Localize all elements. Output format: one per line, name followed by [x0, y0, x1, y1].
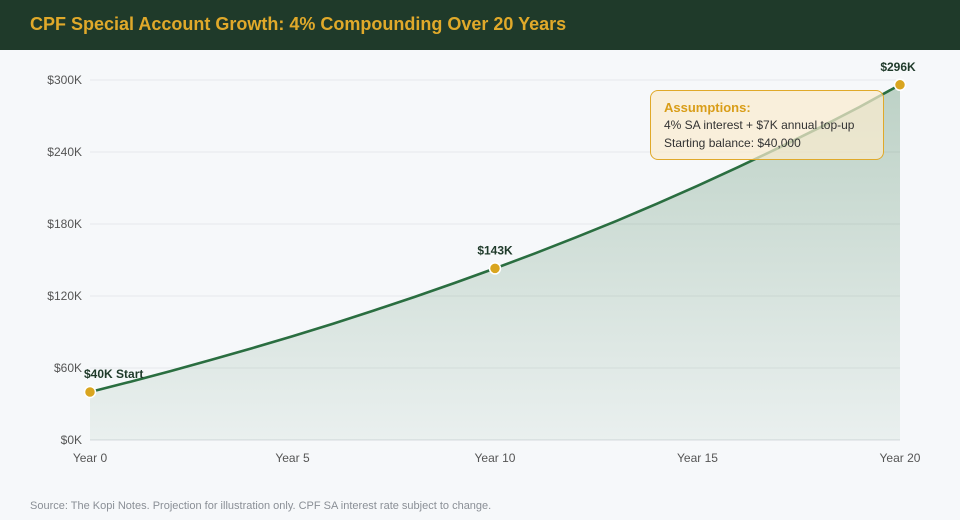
- annotation-markers: $40K Start $143K $296K: [83, 60, 916, 399]
- y-axis: $0K $60K $120K $180K $240K $300K: [47, 73, 82, 447]
- area-fill: [90, 84, 900, 441]
- data-label: $40K Start: [84, 367, 143, 381]
- y-tick-label: $240K: [47, 145, 82, 159]
- data-label: $296K: [880, 60, 916, 74]
- assumption-line: Starting balance: $40,000: [664, 136, 801, 150]
- assumptions-box: Assumptions: 4% SA interest + $7K annual…: [650, 90, 884, 160]
- y-tick-label: $180K: [47, 217, 82, 231]
- x-tick-label: Year 10: [475, 451, 516, 465]
- x-tick-label: Year 20: [880, 451, 921, 465]
- assumption-line: 4% SA interest + $7K annual top-up: [664, 118, 855, 132]
- x-tick-label: Year 5: [275, 451, 310, 465]
- y-tick-label: $300K: [47, 73, 82, 87]
- x-axis: Year 0 Year 5 Year 10 Year 15 Year 20: [73, 451, 921, 465]
- data-label: $143K: [477, 243, 513, 257]
- chart-area: $0K $60K $120K $180K $240K $300K Year 0 Year 5…: [47, 60, 921, 465]
- header-bar: CPF Special Account Growth: 4% Compoundi…: [0, 0, 960, 50]
- data-point-marker: [83, 385, 97, 399]
- source-note: Source: The Kopi Notes. Projection for i…: [30, 500, 492, 512]
- chart-title: CPF Special Account Growth: 4% Compoundi…: [30, 14, 567, 34]
- y-tick-label: $60K: [54, 361, 82, 375]
- x-tick-label: Year 0: [73, 451, 108, 465]
- y-tick-label: $0K: [61, 433, 82, 447]
- data-point-marker: [893, 78, 907, 92]
- x-tick-label: Year 15: [677, 451, 718, 465]
- data-point-marker: [488, 262, 502, 275]
- assumptions-title: Assumptions:: [664, 100, 751, 115]
- y-tick-label: $120K: [47, 289, 82, 303]
